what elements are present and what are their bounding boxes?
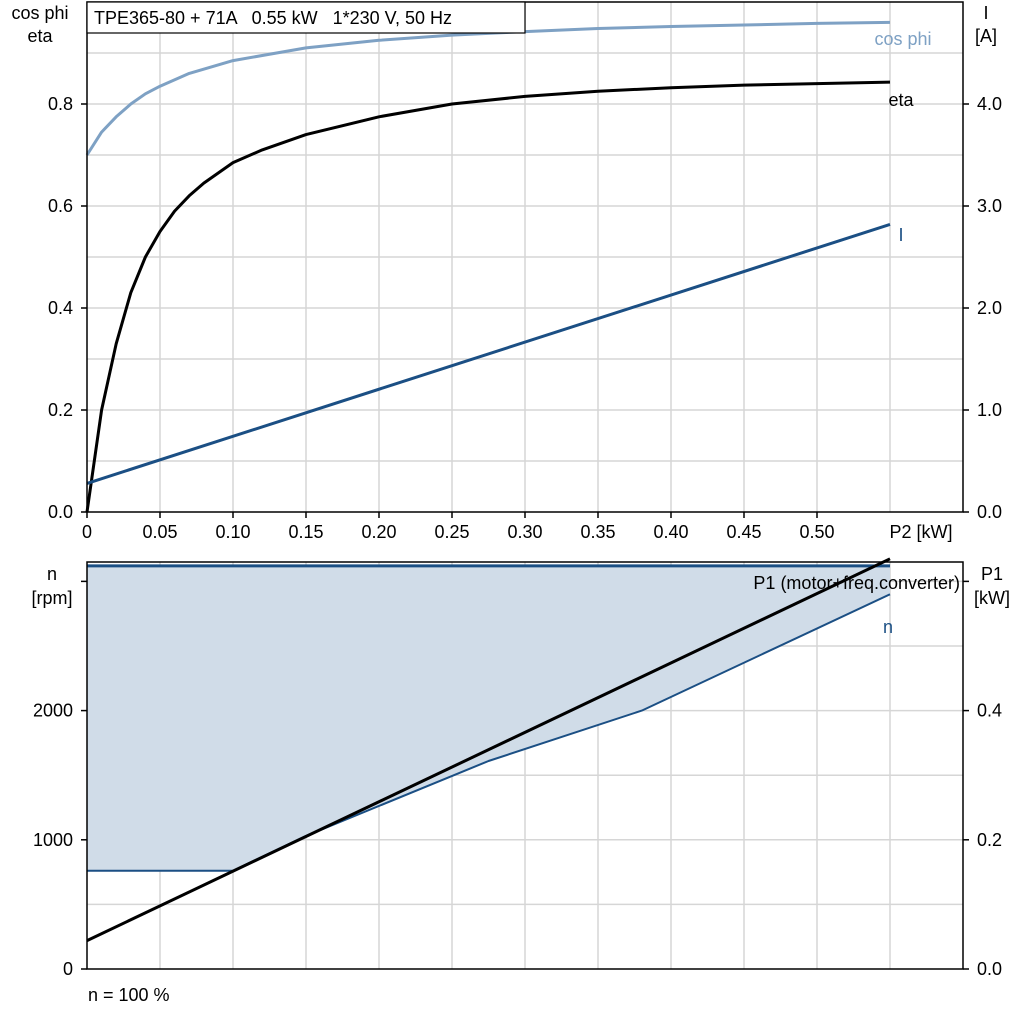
bottom-left-axis-label-1: n (47, 564, 57, 584)
top-ticks: 0 0.05 0.10 0.15 0.20 0.25 0.30 0.35 0.40 0.45 0.5… (48, 94, 1002, 542)
bottom-left-tick-label: 2000 (33, 701, 73, 721)
bottom-right-axis-label-1: P1 (981, 564, 1003, 584)
bottom-right-tick-label: 0.2 (977, 830, 1002, 850)
bottom-left-tick-label: 1000 (33, 830, 73, 850)
top-left-axis-label-2: eta (27, 26, 53, 46)
top-plot: 0 0.05 0.10 0.15 0.20 0.25 0.30 0.35 0.40 0.45 0.5… (48, 1, 1002, 542)
series-label-cos-phi: cos phi (874, 29, 931, 49)
x-tick-label: 0.30 (507, 522, 542, 542)
x-tick-label: 0.40 (653, 522, 688, 542)
top-right-tick-label: 3.0 (977, 196, 1002, 216)
top-series (85, 20, 891, 513)
x-tick-label: 0.10 (215, 522, 250, 542)
bottom-left-axis-label-2: [rpm] (31, 588, 72, 608)
series-line-cos-phi (85, 20, 891, 156)
top-right-axis-label-2: [A] (975, 26, 997, 46)
speed-annotation: n = 100 % (88, 985, 170, 1005)
x-tick-label: 0.25 (434, 522, 469, 542)
top-right-tick-label: 0.0 (977, 502, 1002, 522)
series-line-i (86, 222, 891, 485)
bottom-plot: 0 1000 2000 0.0 0.2 0.4 (33, 557, 1002, 979)
x-tick-label: 0.45 (726, 522, 761, 542)
series-label-p1: P1 (motor+freq.converter) (753, 573, 960, 593)
x-axis-label: P2 [kW] (889, 522, 952, 542)
top-right-tick-label: 1.0 (977, 400, 1002, 420)
series-line-eta (85, 80, 891, 513)
x-tick-label: 0.20 (361, 522, 396, 542)
bottom-series (86, 557, 891, 942)
bottom-right-tick-label: 0.0 (977, 959, 1002, 979)
top-left-axis-label-1: cos phi (11, 3, 68, 23)
top-grid (87, 2, 963, 512)
series-line-p1-motor-freq-converter (86, 557, 891, 942)
x-tick-label: 0.50 (799, 522, 834, 542)
top-left-tick-label: 0.2 (48, 400, 73, 420)
top-right-tick-label: 2.0 (977, 298, 1002, 318)
bottom-left-tick-label: 0 (63, 959, 73, 979)
speed-range-area (87, 565, 890, 871)
chart-title: TPE365-80 + 71A 0.55 kW 1*230 V, 50 Hz (94, 8, 452, 28)
series-label-i: I (898, 225, 903, 245)
top-left-tick-label: 0.4 (48, 298, 73, 318)
top-left-tick-label: 0.0 (48, 502, 73, 522)
series-label-n: n (883, 617, 893, 637)
x-tick-label: 0.15 (288, 522, 323, 542)
bottom-right-tick-label: 0.4 (977, 701, 1002, 721)
top-right-axis-label-1: I (983, 3, 988, 23)
x-tick-label: 0.35 (580, 522, 615, 542)
bottom-ticks: 0 1000 2000 0.0 0.2 0.4 (33, 580, 1002, 979)
bottom-right-axis-label-2: [kW] (974, 588, 1010, 608)
title-box (86, 1, 526, 34)
top-right-tick-label: 4.0 (977, 94, 1002, 114)
x-tick-label: 0 (82, 522, 92, 542)
series-label-eta: eta (888, 90, 914, 110)
top-left-tick-label: 0.6 (48, 196, 73, 216)
x-tick-label: 0.05 (142, 522, 177, 542)
series-line-n (87, 593, 891, 872)
top-left-tick-label: 0.8 (48, 94, 73, 114)
bottom-plot-frame (86, 561, 964, 970)
